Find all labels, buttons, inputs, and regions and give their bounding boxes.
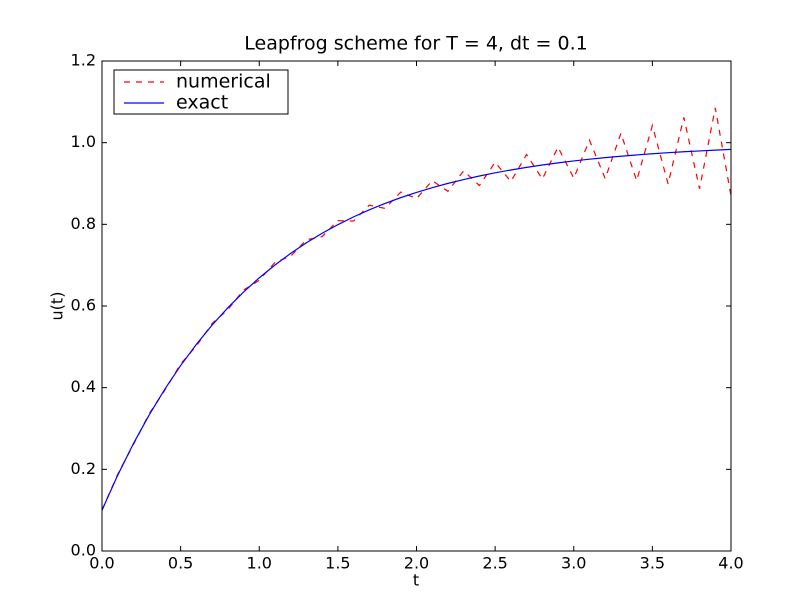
y-tick-label: 0.0 [71, 541, 96, 560]
x-tick-label: 2.0 [404, 554, 429, 573]
chart-title: Leapfrog scheme for T = 4, dt = 0.1 [244, 33, 587, 55]
x-tick-label: 2.5 [482, 554, 507, 573]
x-tick-label: 4.0 [718, 554, 743, 573]
x-tick-label: 0.5 [168, 554, 193, 573]
x-tick-label: 1.5 [325, 554, 350, 573]
x-axis-label: t [413, 571, 419, 590]
y-tick-label: 1.0 [71, 132, 96, 151]
x-tick-label: 1.0 [247, 554, 272, 573]
x-tick-label: 3.5 [640, 554, 665, 573]
y-tick-label: 0.8 [71, 214, 96, 233]
y-tick-label: 0.6 [71, 296, 96, 315]
y-tick-label: 1.2 [71, 51, 96, 70]
x-tick-label: 3.0 [561, 554, 586, 573]
y-tick-label: 0.4 [71, 377, 96, 396]
legend-box [113, 69, 289, 115]
y-tick-label: 0.2 [71, 459, 96, 478]
x-tick-label: 0.0 [89, 554, 114, 573]
y-axis-label: u(t) [48, 292, 67, 321]
legend-label: numerical [176, 71, 271, 93]
legend-label: exact [176, 92, 228, 114]
data-line [102, 148, 731, 511]
